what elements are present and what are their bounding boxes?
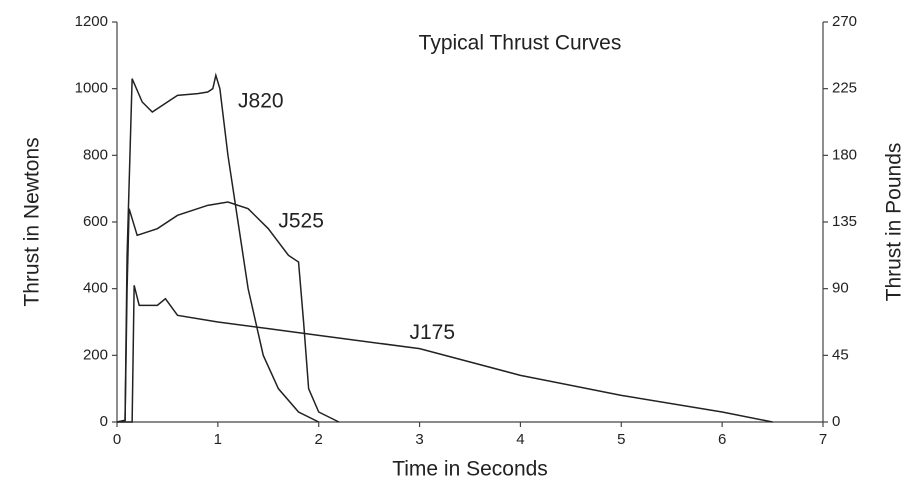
y2-tick-label: 225 <box>832 80 857 97</box>
y-tick-label: 200 <box>83 346 108 363</box>
x-tick-label: 4 <box>516 431 524 448</box>
x-tick-label: 3 <box>415 431 423 448</box>
x-tick-label: 1 <box>214 431 222 448</box>
y-tick-label: 600 <box>83 213 108 230</box>
x-tick-label: 0 <box>113 431 121 448</box>
x-tick-label: 6 <box>718 431 726 448</box>
y2-tick-label: 180 <box>832 146 857 163</box>
thrust-curve <box>116 201 340 423</box>
y2-axis-label: Thrust in Pounds <box>883 143 906 302</box>
curve-label: J820 <box>238 90 284 113</box>
thrust-curve <box>116 72 320 423</box>
y-axis-label: Thrust in Newtons <box>21 137 44 306</box>
x-tick-label: 5 <box>617 431 625 448</box>
y-tick-label: 1000 <box>75 80 108 97</box>
x-tick-label: 2 <box>315 431 323 448</box>
y-tick-label: 1200 <box>75 13 108 30</box>
y2-tick-label: 45 <box>832 346 849 363</box>
x-tick-label: 7 <box>819 431 827 448</box>
y2-tick-label: 270 <box>832 13 857 30</box>
curve-label: J175 <box>409 321 455 344</box>
y-tick-label: 800 <box>83 146 108 163</box>
curve-label: J525 <box>278 210 324 233</box>
chart-title: Typical Thrust Curves <box>419 32 622 55</box>
y-tick-label: 0 <box>100 413 108 430</box>
y-tick-label: 400 <box>83 280 108 297</box>
x-axis-label: Time in Seconds <box>392 458 548 481</box>
thrust-curve <box>117 285 773 423</box>
y2-tick-label: 90 <box>832 280 849 297</box>
y2-tick-label: 0 <box>832 413 840 430</box>
y2-tick-label: 135 <box>832 213 857 230</box>
